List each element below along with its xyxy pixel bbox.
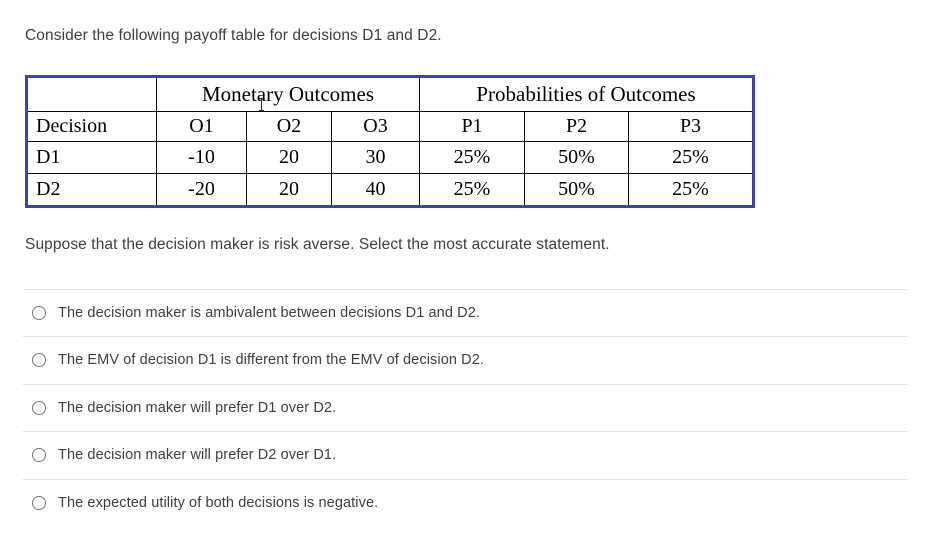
- option-row-1[interactable]: The decision maker is ambivalent between…: [23, 288, 907, 337]
- option-row-5[interactable]: The expected utility of both decisions i…: [23, 478, 907, 527]
- table-row-d1: D1 -10 20 30 25% 50% 25%: [26, 141, 754, 174]
- answer-options-list: The decision maker is ambivalent between…: [23, 288, 907, 527]
- option-row-2[interactable]: The EMV of decision D1 is different from…: [23, 336, 907, 384]
- cell-d2-p2: 50%: [524, 173, 629, 207]
- cell-d1-decision: D1: [26, 141, 157, 174]
- column-header-p2: P2: [524, 111, 629, 142]
- group-header-probabilities-of-outcomes: Probabilities of Outcomes: [419, 76, 754, 112]
- option-row-4[interactable]: The decision maker will prefer D2 over D…: [23, 431, 907, 479]
- radio-button-option-2[interactable]: [32, 353, 46, 368]
- column-header-p3: P3: [628, 111, 754, 142]
- question-intro: Consider the following payoff table for …: [25, 27, 442, 44]
- payoff-table: Monetary Outcomes Probabilities of Outco…: [25, 75, 755, 208]
- table-row-d2: D2 -20 20 40 25% 50% 25%: [26, 173, 754, 207]
- column-header-o1: O1: [156, 111, 247, 142]
- option-label-2: The EMV of decision D1 is different from…: [58, 352, 485, 369]
- cell-d1-p2: 50%: [524, 141, 629, 174]
- corner-cell: [26, 76, 157, 112]
- question-prompt: Suppose that the decision maker is risk …: [25, 236, 610, 253]
- cell-d2-p1: 25%: [419, 173, 525, 207]
- cell-d2-o2: 20: [246, 173, 332, 207]
- option-label-5: The expected utility of both decisions i…: [58, 494, 379, 511]
- option-label-3: The decision maker will prefer D1 over D…: [58, 399, 337, 416]
- cell-d1-o3: 30: [331, 141, 420, 174]
- column-header-o2: O2: [246, 111, 332, 142]
- cell-d2-decision: D2: [26, 173, 157, 207]
- cell-d1-o1: -10: [156, 141, 247, 174]
- cell-d2-o3: 40: [331, 173, 420, 207]
- option-label-1: The decision maker is ambivalent between…: [58, 304, 480, 321]
- cell-d1-p3: 25%: [628, 141, 754, 174]
- option-row-3[interactable]: The decision maker will prefer D1 over D…: [23, 383, 907, 432]
- text-cursor-icon: [258, 98, 265, 111]
- cell-d1-o2: 20: [246, 141, 332, 174]
- cell-d1-p1: 25%: [419, 141, 525, 174]
- radio-button-option-3[interactable]: [32, 400, 46, 415]
- column-header-p1: P1: [419, 111, 525, 142]
- radio-button-option-1[interactable]: [32, 305, 46, 320]
- column-header-decision: Decision: [26, 111, 157, 142]
- radio-button-option-5[interactable]: [32, 495, 46, 510]
- radio-button-option-4[interactable]: [32, 448, 46, 463]
- group-header-monetary-outcomes: Monetary Outcomes: [156, 76, 420, 112]
- cell-d2-o1: -20: [156, 173, 247, 207]
- column-header-o3: O3: [331, 111, 420, 142]
- option-label-4: The decision maker will prefer D2 over D…: [58, 447, 337, 464]
- cell-d2-p3: 25%: [628, 173, 754, 207]
